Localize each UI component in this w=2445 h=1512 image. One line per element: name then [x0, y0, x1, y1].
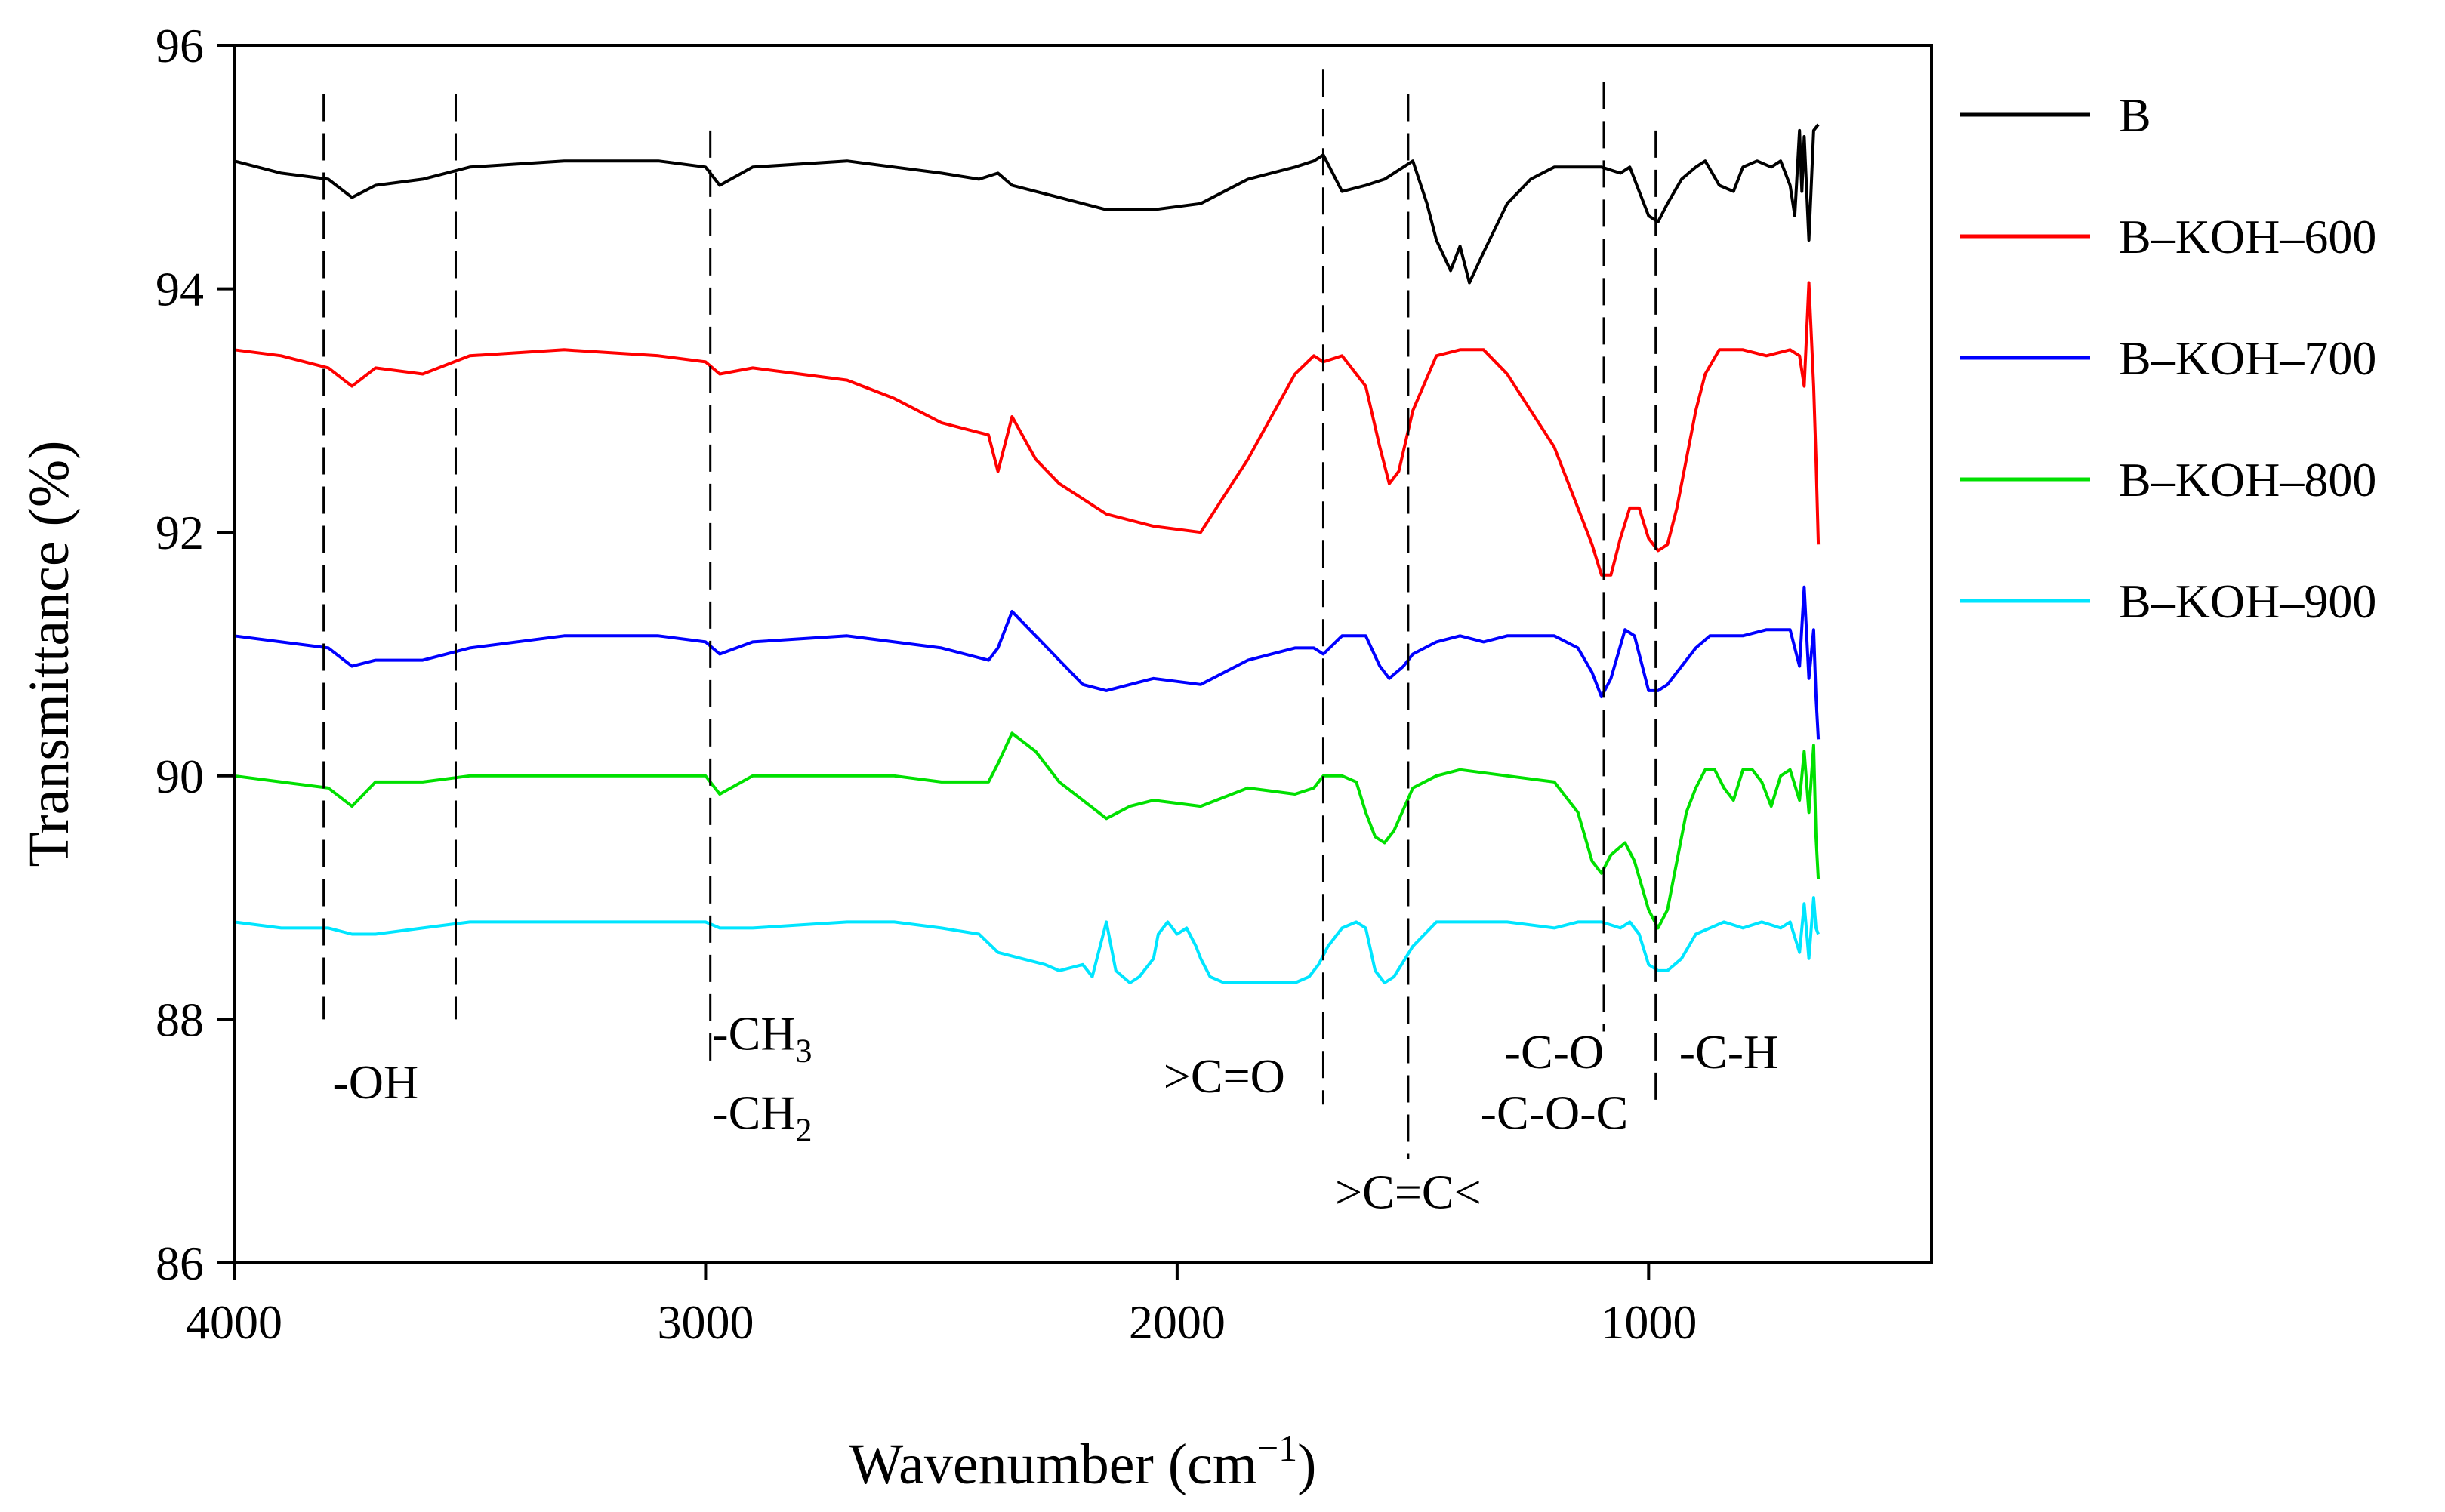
y-tick-label: 86: [156, 1236, 204, 1290]
y-axis-label: Transmittance (%): [17, 441, 81, 867]
series-line-2: [233, 585, 1821, 740]
annotation-ch3-sub: 3: [795, 1033, 812, 1070]
plot-frame: [233, 44, 1933, 1264]
x-axis-label-close: ): [1297, 1433, 1316, 1496]
series-line-3: [233, 731, 1821, 930]
x-axis-label: Wavenumber (cm−1): [849, 1427, 1317, 1496]
annotations: -OH-CH3-CH2>C=O>C=C<-C-O-C-O-C-C-H: [332, 1007, 1778, 1219]
series-layer: [233, 123, 1821, 984]
series-line-4: [233, 896, 1820, 984]
legend-label-0: B: [2119, 88, 2151, 142]
axis-ticks: 4000 3000 2000 1000 86 88 90 92 94 96: [156, 19, 1697, 1349]
legend-label-2: B–KOH–700: [2119, 331, 2376, 385]
y-tick-label: 90: [156, 750, 204, 803]
annotation-ch2-text: -CH: [712, 1086, 795, 1140]
annotation-ch3: -CH3: [712, 1007, 812, 1070]
annotation-ch-text: -C-H: [1679, 1025, 1779, 1079]
legend-label-1: B–KOH–600: [2119, 210, 2376, 263]
annotation-cc: >C=C<: [1335, 1165, 1481, 1218]
y-tick-label: 88: [156, 993, 204, 1046]
legend: B B–KOH–600 B–KOH–700 B–KOH–800 B–KOH–900: [1960, 88, 2376, 628]
annotation-oh: -OH: [332, 1055, 418, 1109]
legend-label-4: B–KOH–900: [2119, 574, 2376, 628]
annotation-coc-text: -C-O-C: [1481, 1086, 1629, 1140]
annotation-c-o-text: -C-O: [1505, 1025, 1605, 1079]
series-line-1: [233, 281, 1821, 577]
y-tick-label: 96: [156, 19, 204, 72]
x-tick-label: 3000: [657, 1295, 754, 1349]
y-tick-label: 94: [156, 263, 204, 316]
x-axis-label-main: Wavenumber (cm: [849, 1433, 1257, 1496]
x-tick-label: 2000: [1129, 1295, 1226, 1349]
annotation-co-text: >C=O: [1164, 1049, 1285, 1103]
annotation-co: >C=O: [1164, 1049, 1285, 1103]
annotation-ch2-sub: 2: [795, 1112, 812, 1149]
x-tick-label: 4000: [186, 1295, 282, 1349]
guide-lines: [322, 69, 1657, 1159]
annotation-ch3-text: -CH: [712, 1007, 795, 1061]
annotation-c-o: -C-O: [1505, 1025, 1605, 1079]
annotation-cc-text: >C=C<: [1335, 1165, 1481, 1218]
annotation-oh-text: -OH: [332, 1055, 418, 1109]
annotation-coc: -C-O-C: [1481, 1086, 1629, 1140]
annotation-ch2: -CH2: [712, 1086, 812, 1149]
x-tick-label: 1000: [1600, 1295, 1697, 1349]
legend-label-3: B–KOH–800: [2119, 453, 2376, 507]
series-line-0: [233, 123, 1820, 285]
y-tick-label: 92: [156, 506, 204, 559]
x-axis-label-sup: −1: [1257, 1427, 1297, 1469]
annotation-ch: -C-H: [1679, 1025, 1779, 1079]
